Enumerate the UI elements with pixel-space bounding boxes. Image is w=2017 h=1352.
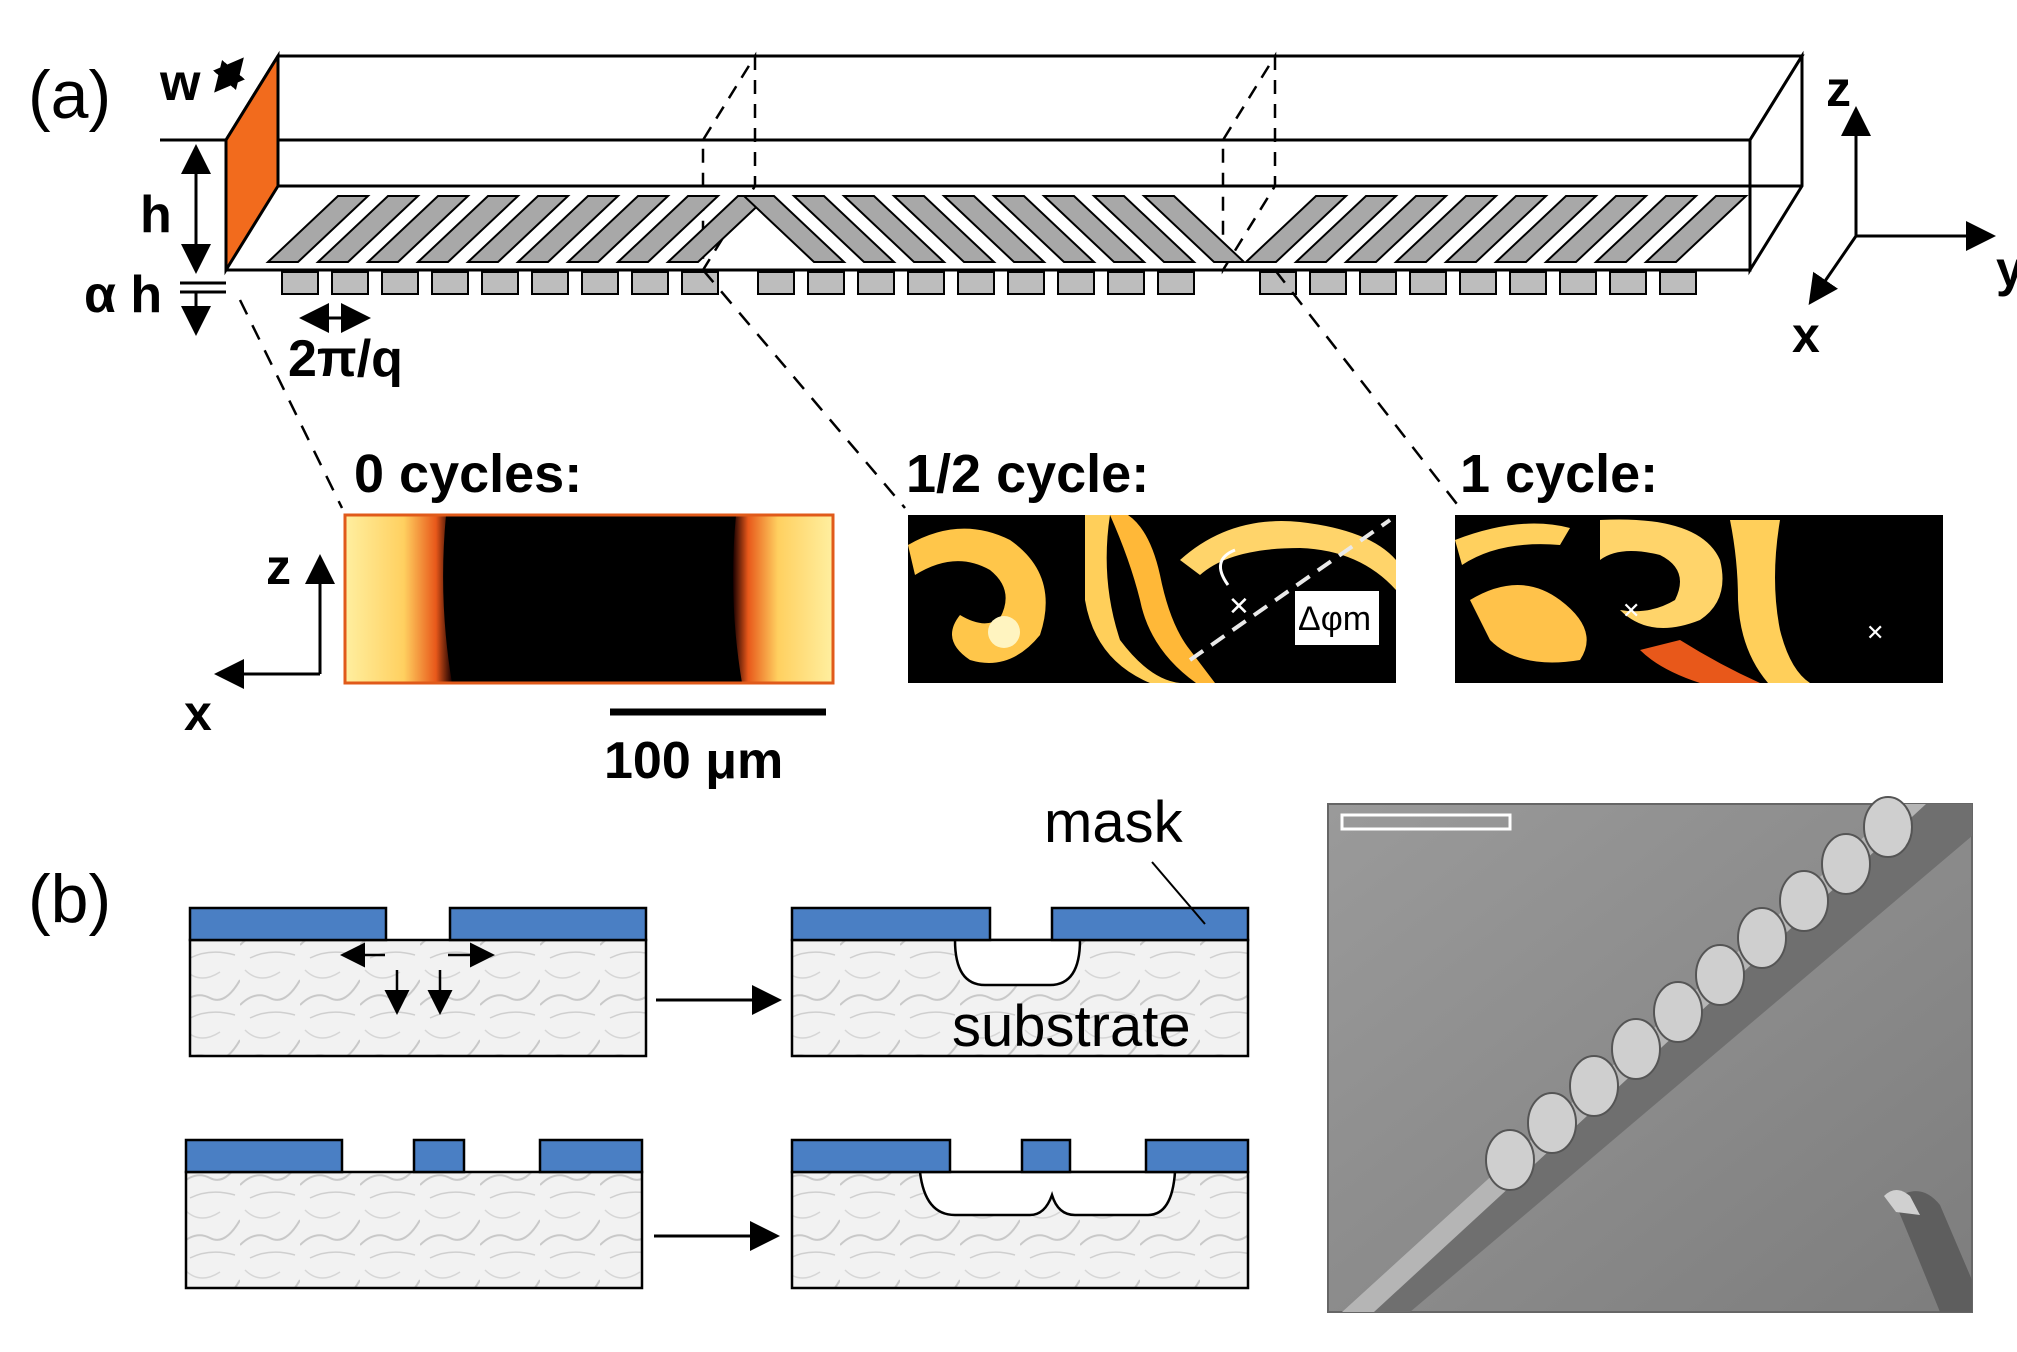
groove-footprint	[1559, 271, 1597, 295]
groove-footprint	[481, 271, 519, 295]
chevron-groove	[1593, 195, 1699, 263]
chevron-groove	[991, 195, 1097, 263]
chevron-groove	[791, 195, 897, 263]
sem-micrograph	[1327, 796, 1973, 1313]
groove-footprint	[1609, 271, 1647, 295]
chevron-groove	[741, 195, 847, 263]
groove-footprint	[431, 271, 469, 295]
snapshot-1-image: ✕ Δφm	[908, 515, 1396, 683]
chevron-groove	[565, 195, 671, 263]
sem-groove-bump	[1527, 1092, 1577, 1154]
groove-footprint	[857, 271, 895, 295]
chevron-groove	[265, 195, 371, 263]
groove-footprint	[1157, 271, 1195, 295]
groove-footprint	[1409, 271, 1447, 295]
chevron-groove	[415, 195, 521, 263]
sem-groove-bump	[1821, 833, 1871, 895]
axes-3d	[1808, 106, 1996, 305]
height-label: h	[140, 186, 172, 244]
chevron-groove	[941, 195, 1047, 263]
chevron-groove	[1543, 195, 1649, 263]
panel-b-label: (b)	[28, 861, 111, 937]
groove-footprint	[631, 271, 669, 295]
groove-footprint	[1057, 271, 1095, 295]
groove-footprint	[581, 271, 619, 295]
process-step-1-after	[790, 861, 1250, 1058]
chevron-groove	[1091, 195, 1197, 263]
groove-footprint	[1309, 271, 1347, 295]
axes-2d	[214, 554, 335, 689]
sem-groove-bump	[1653, 981, 1703, 1043]
axis3d-z-label: z	[1826, 61, 1851, 117]
herringbone-grooves	[265, 195, 1749, 295]
process-step-2-after	[790, 1138, 1250, 1290]
groove-footprint	[907, 271, 945, 295]
process-step-2-before	[184, 1138, 644, 1290]
axis3d-y-label: y	[1996, 241, 2017, 297]
chevron-groove	[1343, 195, 1449, 263]
chevron-groove	[315, 195, 421, 263]
chevron-groove	[465, 195, 571, 263]
sem-groove-bump	[1737, 907, 1787, 969]
chevron-groove	[1493, 195, 1599, 263]
groove-footprint	[1509, 271, 1547, 295]
chevron-groove	[841, 195, 947, 263]
snapshot-2-image: ✕ ✕	[1455, 515, 1943, 683]
chevron-groove	[1643, 195, 1749, 263]
svg-text:✕: ✕	[1866, 621, 1884, 646]
phase-shift-annotation: Δφm	[1298, 600, 1371, 638]
scale-bar-label: 100 μm	[604, 732, 783, 790]
sem-groove-bump	[1779, 870, 1829, 932]
sem-groove-bump	[1863, 796, 1913, 858]
chevron-groove	[615, 195, 721, 263]
axis3d-x-label: x	[1792, 307, 1820, 363]
chevron-groove	[1393, 195, 1499, 263]
chevron-groove	[1141, 195, 1247, 263]
zoom-leaders	[238, 269, 1461, 509]
groove-footprint	[1107, 271, 1145, 295]
groove-footprint	[681, 271, 719, 295]
width-label: w	[159, 54, 201, 112]
sem-groove-bump	[1569, 1055, 1619, 1117]
groove-footprint	[1459, 271, 1497, 295]
sem-groove-bump	[1611, 1018, 1661, 1080]
chevron-groove	[891, 195, 997, 263]
groove-footprint	[331, 271, 369, 295]
chevron-groove	[1443, 195, 1549, 263]
axis2d-x-label: x	[184, 685, 212, 741]
snapshot-2-title: 1 cycle:	[1460, 444, 1658, 504]
chevron-groove	[1243, 195, 1349, 263]
svg-text:✕: ✕	[1228, 592, 1250, 622]
groove-footprint	[1007, 271, 1045, 295]
groove-depth-label: α h	[84, 266, 162, 324]
snapshot-1-title: 1/2 cycle:	[906, 444, 1149, 504]
chevron-groove	[515, 195, 621, 263]
groove-footprint	[757, 271, 795, 295]
period-label: 2π/q	[288, 330, 403, 388]
chevron-groove	[1041, 195, 1147, 263]
axis2d-z-label: z	[266, 539, 291, 595]
dimension-annotations	[160, 57, 371, 336]
panel-a-label: (a)	[28, 57, 111, 133]
snapshot-0-image	[343, 513, 835, 685]
chevron-groove	[1293, 195, 1399, 263]
snapshot-0-title: 0 cycles:	[354, 444, 582, 504]
sem-groove-bump	[1485, 1129, 1535, 1191]
mask-label: mask	[1044, 790, 1184, 855]
groove-footprint	[1659, 271, 1697, 295]
sem-groove-bump	[1695, 944, 1745, 1006]
groove-footprint	[281, 271, 319, 295]
process-step-1-before	[188, 906, 648, 1058]
groove-footprint	[807, 271, 845, 295]
svg-text:✕: ✕	[1622, 599, 1640, 624]
groove-footprint	[531, 271, 569, 295]
chevron-groove	[365, 195, 471, 263]
groove-footprint	[957, 271, 995, 295]
groove-footprint	[381, 271, 419, 295]
substrate-label: substrate	[952, 994, 1191, 1059]
groove-footprint	[1359, 271, 1397, 295]
